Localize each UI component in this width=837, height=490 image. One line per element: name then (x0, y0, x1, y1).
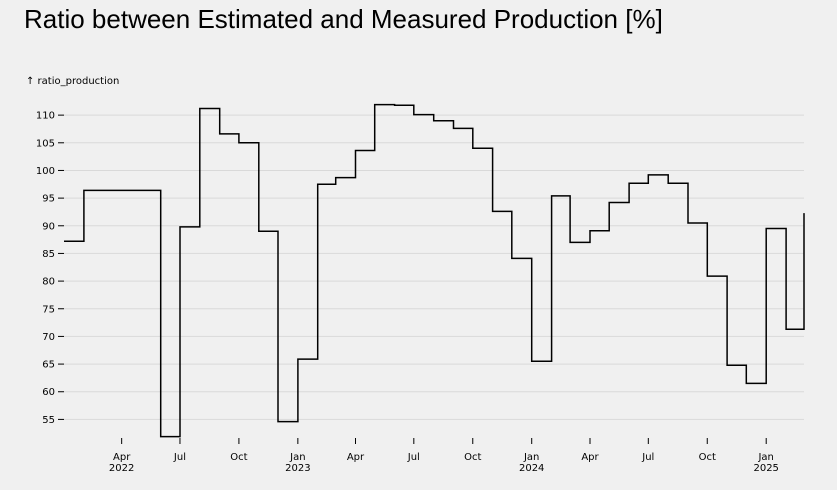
series-line (64, 103, 805, 438)
y-tick-label: 90 (42, 221, 55, 232)
x-tick-year-label: 2022 (109, 463, 134, 474)
gridlines (64, 114, 804, 420)
x-tick-label: Apr (113, 452, 131, 463)
x-tick-label: Jan (757, 452, 773, 463)
x-tick-year-label: 2024 (519, 463, 544, 474)
y-tick-label: 65 (42, 360, 55, 371)
y-tick-label: 75 (42, 304, 55, 315)
series-layer (64, 103, 805, 438)
y-tick-label: 95 (42, 194, 55, 205)
y-tick-label: 55 (42, 415, 55, 426)
x-tick-label: Apr (581, 452, 599, 463)
x-tick-label: Jul (173, 452, 186, 463)
x-tick-label: Oct (699, 452, 716, 463)
y-tick-label: 100 (36, 166, 55, 177)
x-tick-label: Apr (347, 452, 365, 463)
x-tick-year-label: 2025 (753, 463, 778, 474)
x-tick-year-label: 2023 (285, 463, 310, 474)
page-title: Ratio between Estimated and Measured Pro… (24, 4, 663, 34)
x-tick-label: Oct (464, 452, 481, 463)
y-tick-label: 60 (42, 387, 55, 398)
y-axis-label: ↑ ratio_production (26, 76, 119, 87)
y-tick-label: 105 (36, 138, 55, 149)
y-tick-label: 85 (42, 249, 55, 260)
x-tick-label: Oct (230, 452, 247, 463)
x-tick-label: Jan (523, 452, 539, 463)
y-tick-label: 80 (42, 277, 55, 288)
x-tick-label: Jan (289, 452, 305, 463)
x-tick-label: Jul (407, 452, 420, 463)
y-tick-label: 110 (36, 111, 55, 122)
x-tick-label: Jul (641, 452, 654, 463)
y-tick-label: 70 (42, 332, 55, 343)
y-axis: 55 60 65 70 75 80 85 90 95 100 105 110 (36, 111, 64, 426)
